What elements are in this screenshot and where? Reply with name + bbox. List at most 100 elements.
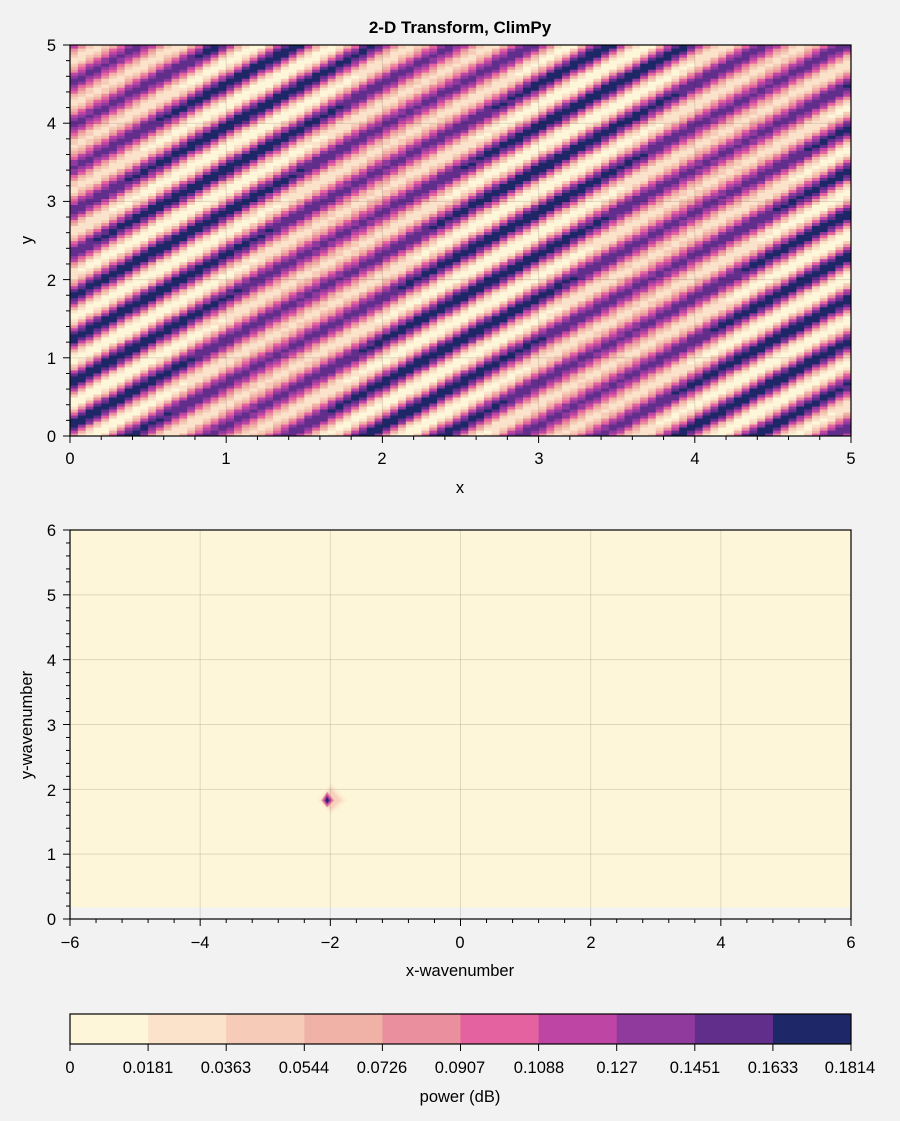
- top-heatmap-cell: [835, 318, 844, 323]
- top-heatmap-cell: [429, 333, 438, 338]
- top-heatmap-cell: [296, 300, 305, 305]
- top-heatmap-cell: [187, 396, 196, 401]
- top-heatmap-cell: [460, 387, 469, 392]
- top-heatmap-cell: [663, 330, 672, 335]
- top-heatmap-cell: [546, 288, 555, 293]
- top-heatmap-cell: [148, 342, 157, 347]
- top-heatmap-cell: [647, 378, 657, 383]
- top-heatmap-cell: [577, 384, 587, 389]
- top-heatmap-cell: [296, 420, 305, 425]
- top-heatmap-cell: [796, 369, 805, 374]
- top-heatmap-cell: [515, 312, 524, 317]
- top-heatmap-cell: [187, 294, 196, 299]
- top-heatmap-cell: [702, 297, 712, 302]
- top-heatmap-cell: [679, 336, 688, 341]
- top-heatmap-cell: [288, 330, 298, 335]
- top-heatmap-cell: [93, 342, 102, 347]
- top-heatmap-cell: [288, 339, 298, 344]
- top-heatmap-cell: [538, 405, 548, 410]
- top-heatmap-cell: [288, 315, 298, 320]
- top-heatmap-cell: [515, 291, 524, 296]
- top-heatmap-cell: [804, 375, 813, 380]
- top-heatmap-cell: [671, 411, 680, 416]
- top-heatmap-cell: [788, 309, 797, 314]
- top-heatmap-cell: [483, 309, 493, 314]
- top-heatmap-cell: [608, 300, 618, 305]
- top-heatmap-cell: [280, 357, 290, 362]
- top-heatmap-cell: [210, 387, 219, 392]
- top-heatmap-cell: [718, 342, 727, 347]
- top-heatmap-cell: [562, 366, 571, 371]
- top-heatmap-cell: [546, 372, 555, 377]
- top-heatmap-cell: [593, 330, 602, 335]
- top-heatmap-cell: [726, 420, 735, 425]
- top-heatmap-cell: [155, 321, 165, 326]
- top-heatmap-cell: [413, 300, 423, 305]
- top-heatmap-cell: [179, 354, 188, 359]
- top-heatmap-cell: [140, 369, 149, 374]
- top-heatmap-cell: [85, 411, 95, 416]
- top-heatmap-cell: [85, 414, 95, 419]
- top-heatmap-cell: [640, 369, 649, 374]
- top-heatmap-cell: [218, 420, 227, 425]
- top-heatmap-cell: [358, 420, 368, 425]
- top-heatmap-cell: [726, 381, 735, 386]
- top-heatmap-cell: [694, 333, 704, 338]
- top-heatmap-cell: [749, 378, 758, 383]
- top-heatmap-cell: [499, 324, 508, 329]
- top-heatmap-cell: [538, 387, 548, 392]
- top-heatmap-cell: [444, 399, 454, 404]
- top-heatmap-cell: [319, 339, 329, 344]
- top-heatmap-cell: [319, 333, 329, 338]
- top-heatmap-cell: [616, 303, 626, 308]
- top-heatmap-cell: [780, 363, 790, 368]
- top-heatmap-cell: [429, 312, 438, 317]
- top-heatmap-cell: [476, 366, 485, 371]
- top-heatmap-cell: [476, 312, 485, 317]
- top-heatmap-cell: [280, 306, 290, 311]
- top-heatmap-cell: [202, 345, 212, 350]
- top-heatmap-cell: [273, 375, 282, 380]
- top-heatmap-cell: [140, 375, 149, 380]
- top-heatmap-cell: [538, 372, 548, 377]
- top-heatmap-cell: [85, 390, 95, 395]
- top-heatmap-cell: [187, 402, 196, 407]
- top-heatmap-cell: [218, 363, 227, 368]
- top-heatmap-cell: [843, 291, 851, 296]
- top-heatmap-cell: [577, 351, 587, 356]
- top-heatmap-cell: [499, 429, 508, 434]
- top-heatmap-cell: [585, 390, 594, 395]
- top-heatmap-cell: [780, 339, 790, 344]
- top-heatmap-cell: [460, 312, 469, 317]
- top-heatmap-cell: [569, 429, 579, 434]
- top-heatmap-cell: [351, 351, 360, 356]
- top-heatmap-cell: [757, 291, 766, 296]
- top-heatmap-cell: [319, 405, 329, 410]
- top-heatmap-cell: [405, 330, 415, 335]
- top-heatmap-cell: [70, 432, 79, 436]
- top-heatmap-cell: [679, 327, 688, 332]
- top-heatmap-cell: [140, 342, 149, 347]
- top-heatmap-cell: [288, 348, 298, 353]
- top-heatmap-cell: [608, 354, 618, 359]
- top-heatmap-cell: [187, 363, 196, 368]
- top-heatmap-cell: [757, 390, 766, 395]
- top-heatmap-cell: [476, 336, 485, 341]
- top-heatmap-cell: [624, 411, 633, 416]
- top-heatmap-cell: [124, 369, 134, 374]
- top-heatmap-cell: [132, 387, 141, 392]
- top-heatmap-cell: [218, 411, 227, 416]
- top-heatmap-cell: [343, 336, 352, 341]
- top-heatmap-cell: [530, 375, 540, 380]
- top-heatmap-cell: [390, 384, 399, 389]
- top-heatmap-cell: [452, 345, 462, 350]
- top-heatmap-cell: [554, 285, 563, 290]
- top-heatmap-cell: [718, 402, 727, 407]
- top-heatmap-cell: [835, 378, 844, 383]
- top-heatmap-cell: [796, 333, 805, 338]
- top-heatmap-cell: [577, 399, 587, 404]
- top-heatmap-cell: [757, 297, 766, 302]
- top-heatmap-cell: [483, 372, 493, 377]
- top-heatmap-cell: [671, 357, 680, 362]
- top-heatmap-cell: [772, 360, 782, 365]
